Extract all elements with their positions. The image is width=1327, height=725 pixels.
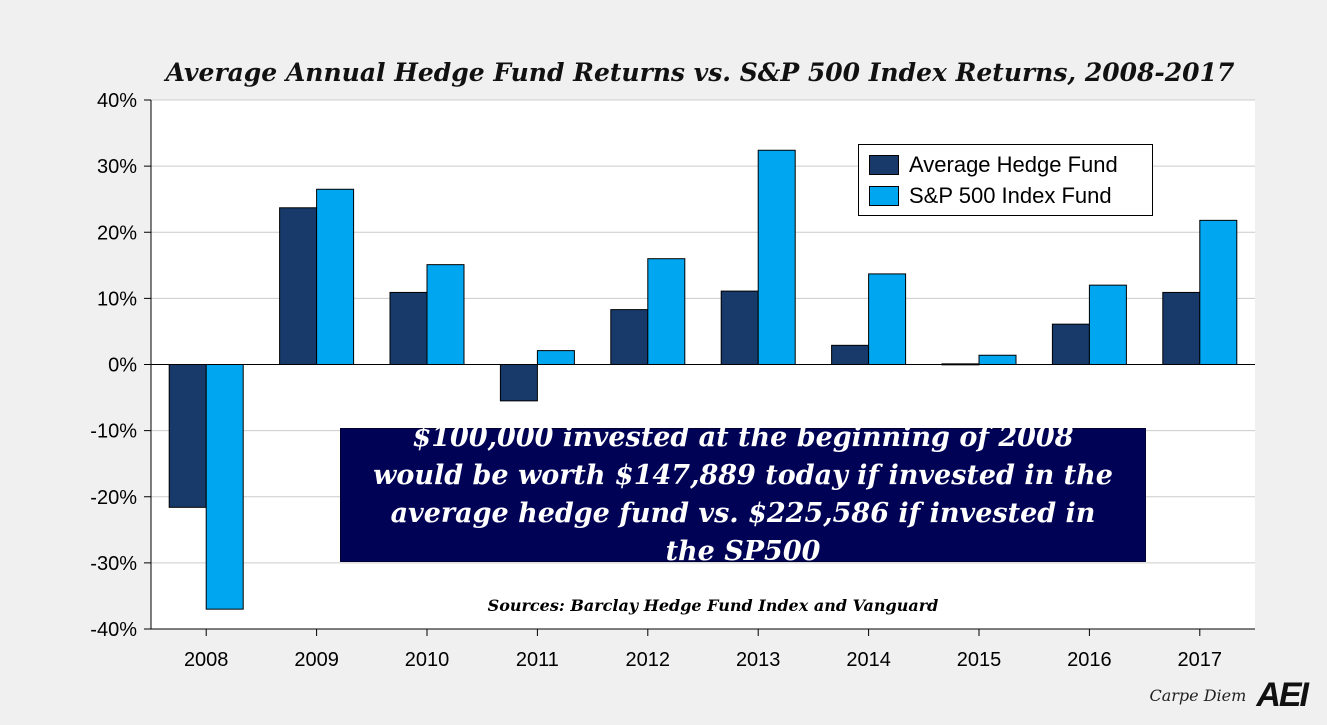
y-tick-label: 40% <box>97 90 137 112</box>
bar-hedge-fund-2012 <box>610 309 649 365</box>
y-tick-label: -40% <box>90 619 137 641</box>
bar-sp500-2015 <box>978 354 1017 365</box>
legend-item-hedge-fund: Average Hedge Fund <box>869 149 1142 180</box>
bar-sp500-2011 <box>536 350 575 365</box>
x-tick-label: 2013 <box>736 649 781 671</box>
y-tick-label: 0% <box>108 355 137 377</box>
bar-sp500-2008 <box>205 364 244 610</box>
bar-hedge-fund-2008 <box>168 364 207 508</box>
legend-label-hedge-fund: Average Hedge Fund <box>909 151 1118 177</box>
x-tick-label: 2010 <box>405 649 450 671</box>
bar-hedge-fund-2016 <box>1051 323 1090 366</box>
legend-swatch-sp500 <box>869 185 899 206</box>
bar-hedge-fund-2009 <box>279 207 318 365</box>
y-tick-label: -20% <box>90 487 137 509</box>
bars <box>168 149 1238 610</box>
annotation-text: $100,000 invested at the beginning of 20… <box>373 422 1113 567</box>
x-tick-label: 2008 <box>184 649 229 671</box>
x-tick-label: 2012 <box>626 649 671 671</box>
x-tick-label: 2017 <box>1178 649 1223 671</box>
bar-sp500-2014 <box>868 273 907 365</box>
legend: Average Hedge Fund S&P 500 Index Fund <box>858 144 1153 216</box>
axes <box>144 99 1255 636</box>
y-tick-label: -10% <box>90 421 137 443</box>
bar-sp500-2017 <box>1199 219 1238 365</box>
x-tick-label: 2009 <box>294 649 339 671</box>
bar-hedge-fund-2014 <box>831 344 870 366</box>
y-tick-labels: 40% 30% 20% 10% 0% -10% -20% -30% -40% <box>90 90 137 641</box>
bar-sp500-2010 <box>426 264 465 365</box>
bar-sp500-2009 <box>316 188 355 365</box>
bar-hedge-fund-2017 <box>1162 291 1201 365</box>
bar-hedge-fund-2011 <box>499 364 538 402</box>
bar-sp500-2013 <box>757 149 796 365</box>
x-tick-labels: 2008 2009 2010 2011 2012 2013 2014 2015 2016 2017 <box>184 649 1222 671</box>
source-note: Sources: Barclay Hedge Fund Index and Va… <box>487 596 939 615</box>
y-tick-label: 20% <box>97 222 137 244</box>
x-tick-label: 2014 <box>846 649 891 671</box>
annotation-box: $100,000 invested at the beginning of 20… <box>340 422 1146 567</box>
legend-swatch-hedge-fund <box>869 154 899 175</box>
bar-sp500-2016 <box>1088 284 1127 365</box>
legend-item-sp500: S&P 500 Index Fund <box>869 180 1142 211</box>
y-tick-label: 30% <box>97 156 137 178</box>
x-tick-label: 2011 <box>516 649 559 671</box>
brand: Carpe Diem AEI <box>1149 676 1309 715</box>
chart-title: Average Annual Hedge Fund Returns vs. S&… <box>165 58 1235 87</box>
brand-text: Carpe Diem <box>1149 686 1247 705</box>
aei-logo: AEI <box>1256 676 1309 714</box>
y-tick-label: -30% <box>90 553 137 575</box>
legend-label-sp500: S&P 500 Index Fund <box>909 182 1112 208</box>
y-tick-label: 10% <box>97 288 137 310</box>
x-tick-label: 2016 <box>1067 649 1112 671</box>
bar-hedge-fund-2013 <box>720 290 759 366</box>
bar-sp500-2012 <box>647 258 686 366</box>
x-tick-label: 2015 <box>957 649 1002 671</box>
bar-hedge-fund-2010 <box>389 291 428 365</box>
